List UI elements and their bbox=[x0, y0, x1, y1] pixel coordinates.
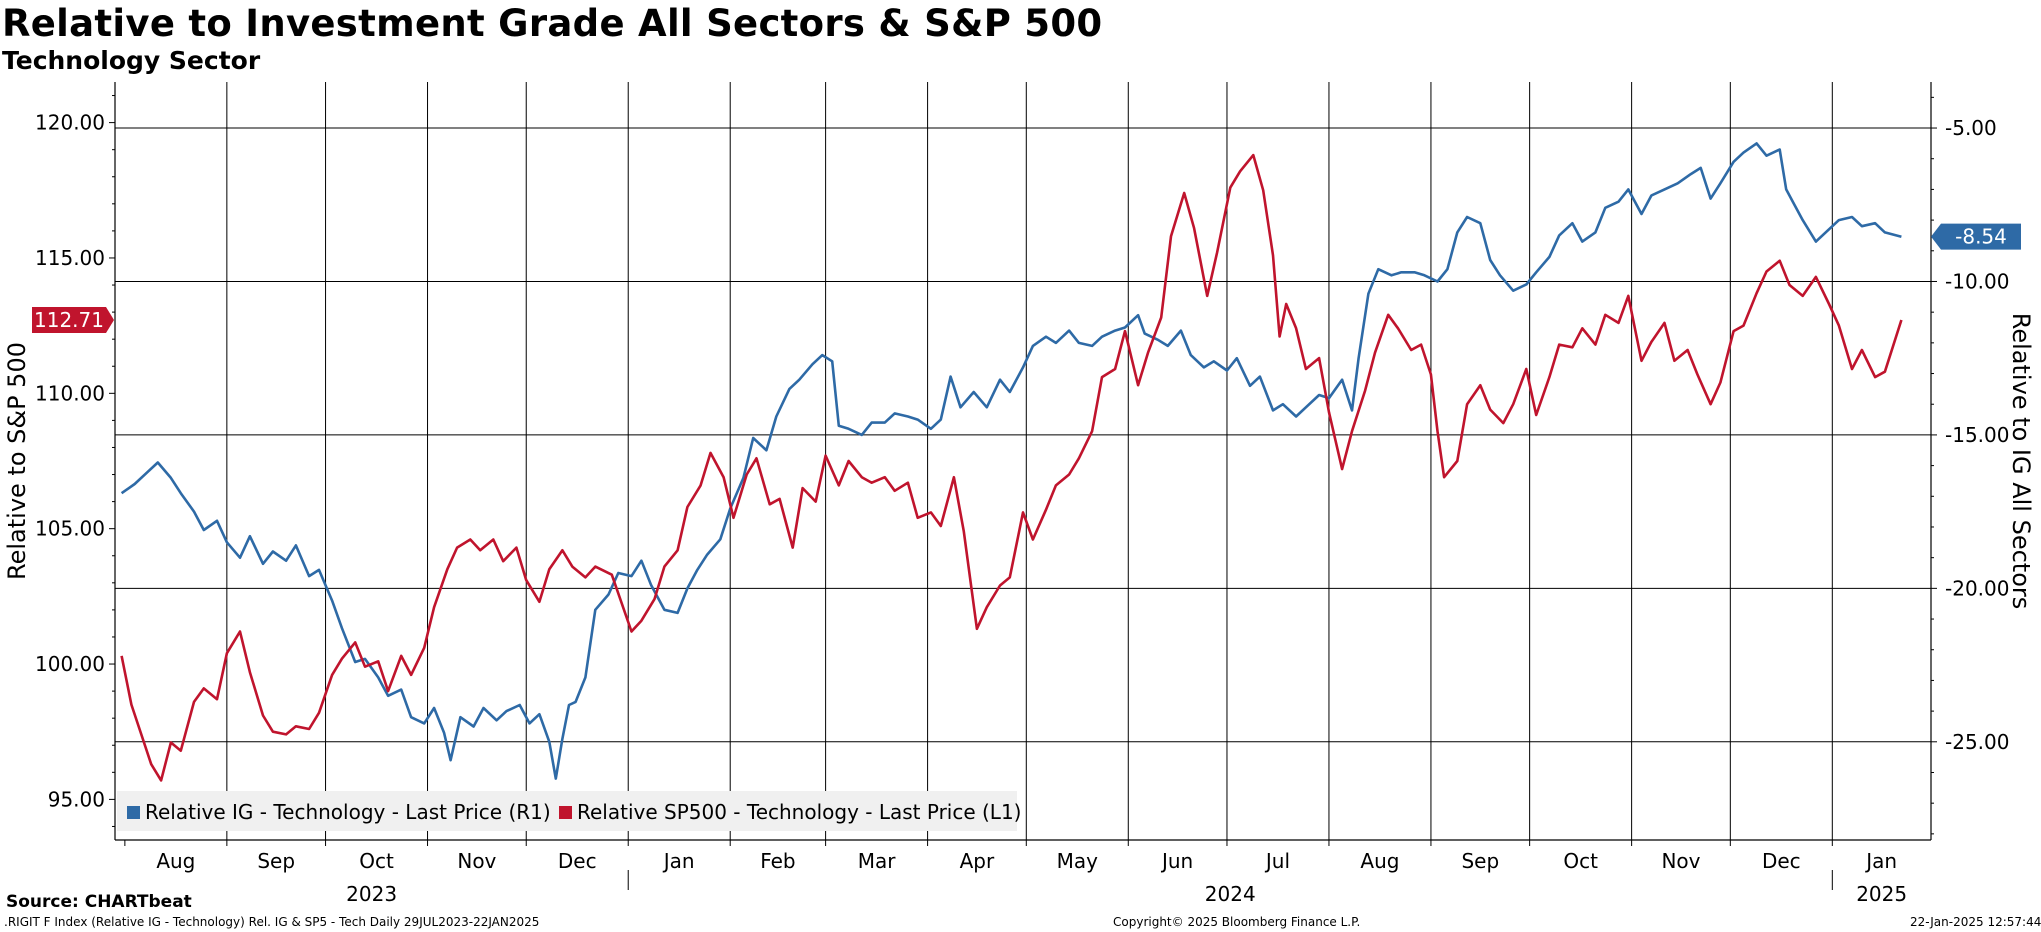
left-tick-label: 100.00 bbox=[35, 652, 105, 676]
x-month-label: Dec bbox=[1762, 849, 1801, 873]
x-month-label: Jan bbox=[662, 849, 695, 873]
x-month-label: Oct bbox=[359, 849, 394, 873]
chart-legend: Relative IG - Technology - Last Price (R… bbox=[117, 791, 1021, 831]
legend-label-ig: Relative IG - Technology - Last Price (R… bbox=[145, 800, 551, 824]
x-month-label: Aug bbox=[156, 849, 195, 873]
right-tick-label: -25.00 bbox=[1945, 730, 2009, 754]
left-axis-title: Relative to S&P 500 bbox=[3, 342, 31, 580]
last-value-badge-sp500 bbox=[32, 306, 114, 333]
left-tick-label: 115.00 bbox=[35, 246, 105, 270]
legend-item-ig: Relative IG - Technology - Last Price (R… bbox=[127, 800, 551, 824]
right-tick-label: -10.00 bbox=[1945, 269, 2009, 293]
x-month-label: Sep bbox=[257, 849, 295, 873]
footer-copyright: Copyright© 2025 Bloomberg Finance L.P. bbox=[1113, 915, 1361, 929]
x-month-label: Apr bbox=[960, 849, 995, 873]
series-line-relative-ig bbox=[120, 142, 1902, 780]
legend-label-sp500: Relative SP500 - Technology - Last Price… bbox=[577, 800, 1022, 824]
right-tick-label: -15.00 bbox=[1945, 423, 2009, 447]
x-month-label: Mar bbox=[858, 849, 897, 873]
footer-index-info: .RIGIT F Index (Relative IG - Technology… bbox=[4, 915, 540, 929]
x-month-label: Sep bbox=[1461, 849, 1499, 873]
legend-item-sp500: Relative SP500 - Technology - Last Price… bbox=[559, 800, 1021, 824]
legend-swatch-sp500 bbox=[559, 805, 572, 819]
right-tick-label: -20.00 bbox=[1945, 576, 2009, 600]
left-tick-label: 110.00 bbox=[35, 381, 105, 405]
x-month-label: Dec bbox=[558, 849, 597, 873]
footer-timestamp: 22-Jan-2025 12:57:44 bbox=[1910, 915, 2041, 929]
x-year-label: 2024 bbox=[1205, 882, 1256, 906]
last-value-label-ig: -8.54 bbox=[1955, 225, 2007, 249]
last-value-label-sp500: 112.71 bbox=[34, 308, 104, 332]
footer-source: Source: CHARTbeat bbox=[6, 892, 192, 912]
x-month-label: Jan bbox=[1864, 849, 1897, 873]
chart-title: Relative to Investment Grade All Sectors… bbox=[2, 2, 1103, 45]
x-month-label: Nov bbox=[1661, 849, 1700, 873]
x-month-label: Feb bbox=[760, 849, 795, 873]
x-year-label: 2023 bbox=[346, 882, 397, 906]
x-year-label: 2025 bbox=[1856, 882, 1907, 906]
left-tick-label: 95.00 bbox=[48, 787, 105, 811]
x-month-label: Oct bbox=[1563, 849, 1598, 873]
x-month-label: Nov bbox=[457, 849, 496, 873]
x-month-label: Aug bbox=[1360, 849, 1399, 873]
series-line-relative-sp500 bbox=[120, 153, 1903, 782]
chart-subtitle: Technology Sector bbox=[2, 46, 261, 75]
right-axis-title: Relative to IG All Sectors bbox=[2007, 313, 2035, 609]
last-value-badge-ig bbox=[1931, 223, 2021, 250]
legend-swatch-ig bbox=[127, 805, 140, 819]
x-month-label: May bbox=[1057, 849, 1099, 873]
left-tick-label: 105.00 bbox=[35, 517, 105, 541]
x-month-label: Jul bbox=[1264, 849, 1290, 873]
left-tick-label: 120.00 bbox=[35, 111, 105, 135]
right-tick-label: -5.00 bbox=[1945, 116, 1997, 140]
x-month-label: Jun bbox=[1160, 849, 1193, 873]
